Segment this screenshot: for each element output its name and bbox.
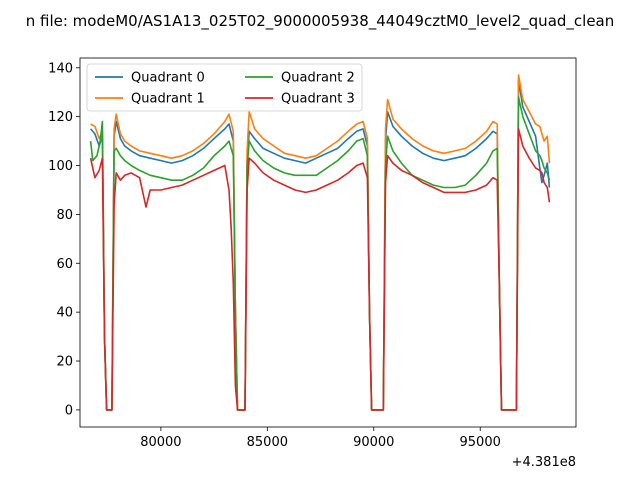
legend-label: Quadrant 1: [131, 92, 205, 107]
x-axis: 80000 85000 90000 95000: [140, 427, 501, 450]
y-axis: 0 20 40 60 80 100 120 140: [48, 61, 80, 418]
x-tick-label: 90000: [353, 435, 394, 450]
x-tick-label: 95000: [460, 435, 501, 450]
series-line-1: [90, 74, 551, 411]
axes-frame: [79, 57, 577, 428]
x-offset-label: +4.381e8: [512, 455, 576, 470]
chart-title: n file: modeM0/AS1A13_025T02_9000005938_…: [26, 12, 615, 31]
y-tick-label: 140: [48, 61, 73, 76]
x-tick-label: 80000: [140, 435, 181, 450]
legend-label: Quadrant 3: [281, 92, 355, 107]
series-line-3: [89, 128, 551, 411]
y-tick-label: 100: [48, 159, 73, 174]
legend: Quadrant 0 Quadrant 1 Quadrant 2 Quadrant 3: [86, 63, 363, 112]
legend-label: Quadrant 0: [131, 71, 205, 86]
y-tick-label: 80: [56, 208, 73, 223]
legend-box: [86, 63, 363, 112]
plot-lines: [89, 74, 551, 411]
x-tick-label: 85000: [247, 435, 288, 450]
series-line-0: [89, 79, 551, 411]
y-tick-label: 0: [65, 403, 73, 418]
y-tick-label: 20: [56, 355, 73, 370]
y-tick-label: 40: [56, 306, 73, 321]
y-tick-label: 60: [56, 257, 73, 272]
legend-label: Quadrant 2: [281, 71, 355, 86]
y-tick-label: 120: [48, 110, 73, 125]
